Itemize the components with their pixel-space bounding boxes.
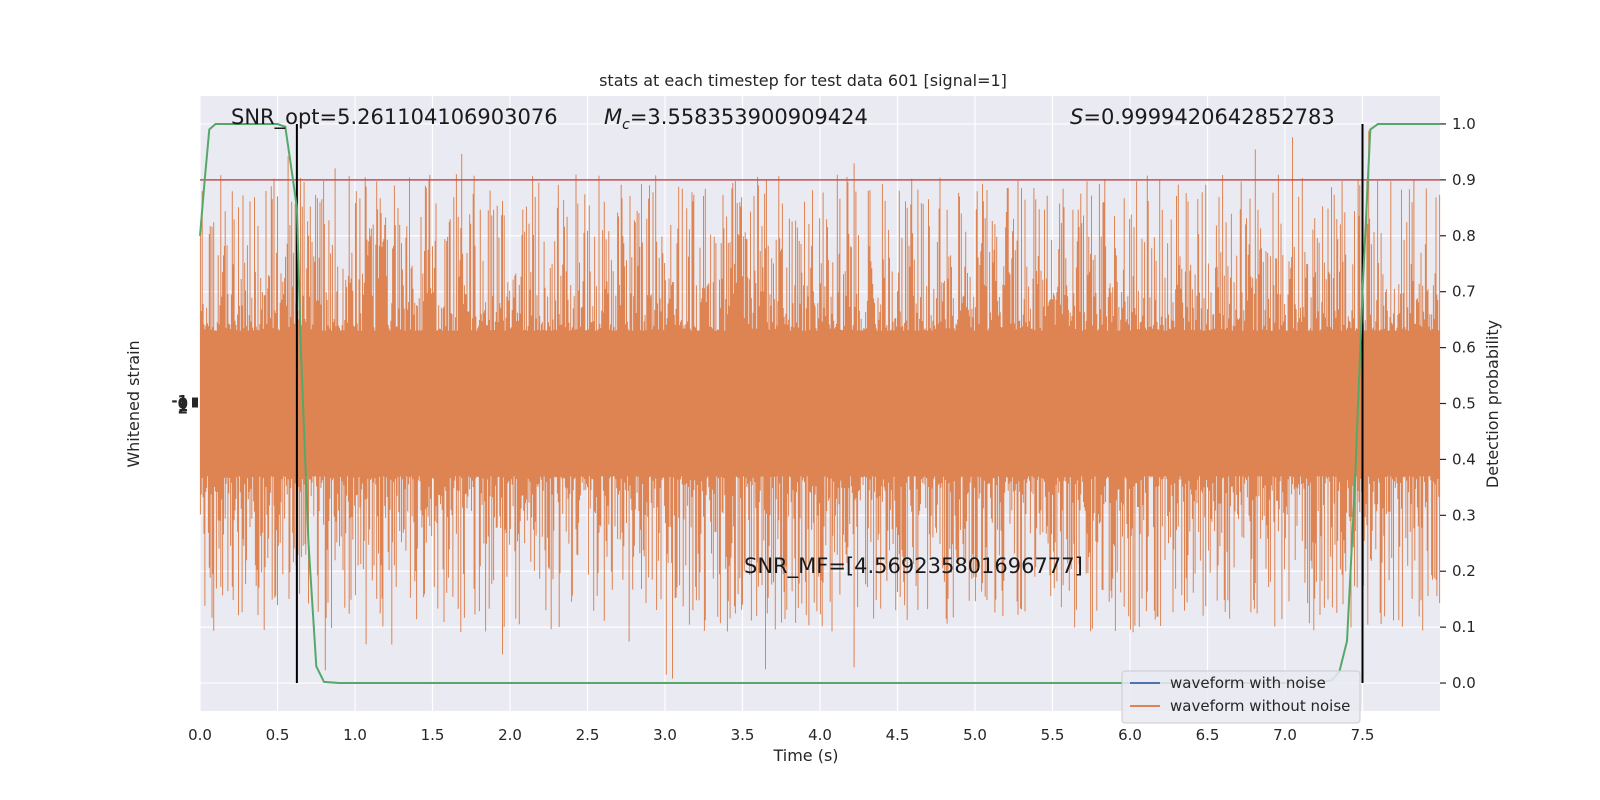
y-tick-label-2: 0.2	[1452, 562, 1476, 580]
legend: waveform with noise waveform without noi…	[1121, 670, 1361, 724]
detection-probability-line	[199, 123, 1440, 684]
left-tick-label-3: 2	[178, 399, 188, 417]
x-axis-ticks: 0.0 0.5 1.0 1.5 2.0 2.5 3.0 3.5 4.0 4.5 5.0 5.5 6.0 6…	[188, 726, 1374, 744]
y-tick-label-7: 0.7	[1452, 283, 1476, 301]
x-tick-label-2: 1.0	[343, 726, 367, 744]
y-tick-label-8: 0.8	[1452, 227, 1476, 245]
s-symbol: S	[1070, 105, 1083, 129]
x-tick-label-15: 7.5	[1351, 726, 1375, 744]
y-tick-label-1: 0.1	[1452, 618, 1476, 636]
x-axis-label: Time (s)	[772, 746, 838, 765]
chirp-mass-subscript: c	[622, 117, 630, 133]
chirp-mass-annotation: Mc=3.558353900909424	[604, 105, 868, 133]
y-axis-left-label: Whitened strain	[124, 340, 143, 467]
y-axis-right-ticks: 0.0 0.1 0.2 0.3 0.4 0.5 0.6 0.7 0.8 0.9 1.0	[1440, 115, 1476, 692]
x-tick-label-10: 5.0	[963, 726, 987, 744]
y-tick-label-9: 0.9	[1452, 171, 1476, 189]
legend-box	[1121, 670, 1361, 724]
chirp-mass-symbol: M	[604, 105, 622, 129]
x-tick-label-1: 0.5	[266, 726, 290, 744]
y-tick-label-5: 0.5	[1452, 395, 1476, 413]
x-tick-label-8: 4.0	[808, 726, 832, 744]
left-tick-label-1: 0	[178, 394, 188, 412]
x-tick-label-5: 2.5	[576, 726, 600, 744]
detection-probability-series	[199, 123, 1440, 684]
s-annotation: S=0.9999420642852783	[1070, 105, 1335, 129]
y-tick-label-6: 0.6	[1452, 339, 1476, 357]
x-tick-label-0: 0.0	[188, 726, 212, 744]
snr-opt-annotation: SNR_opt=5.261104106903076	[231, 105, 558, 130]
x-tick-label-12: 6.0	[1118, 726, 1142, 744]
y-tick-label-10: 1.0	[1452, 115, 1476, 133]
y-tick-label-0: 0.0	[1452, 674, 1476, 692]
x-tick-label-9: 4.5	[886, 726, 910, 744]
left-tick-label-0: -1	[171, 392, 188, 410]
y-tick-label-4: 0.4	[1452, 450, 1476, 468]
y-axis-right-label: Detection probability	[1483, 320, 1502, 488]
x-tick-label-4: 2.0	[498, 726, 522, 744]
x-tick-label-14: 7.0	[1273, 726, 1297, 744]
strain-series	[199, 130, 1441, 679]
y-tick-label-3: 0.3	[1452, 506, 1476, 524]
s-value: =0.9999420642852783	[1083, 105, 1334, 129]
x-tick-label-6: 3.0	[653, 726, 677, 744]
x-tick-label-7: 3.5	[731, 726, 755, 744]
strain-trace	[199, 130, 1441, 679]
x-tick-label-3: 1.5	[421, 726, 445, 744]
snr-mf-annotation: SNR_MF=[4.569235801696777]	[744, 554, 1083, 579]
chirp-mass-value: =3.558353900909424	[630, 105, 868, 129]
legend-label-with-noise: waveform with noise	[1170, 674, 1326, 692]
chart-title: stats at each timestep for test data 601…	[599, 71, 1007, 90]
left-tick-mark	[192, 397, 198, 408]
left-tick-label-2: 1	[178, 397, 188, 415]
x-tick-label-11: 5.5	[1041, 726, 1065, 744]
legend-label-without-noise: waveform without noise	[1170, 697, 1350, 715]
x-tick-label-13: 6.5	[1196, 726, 1220, 744]
